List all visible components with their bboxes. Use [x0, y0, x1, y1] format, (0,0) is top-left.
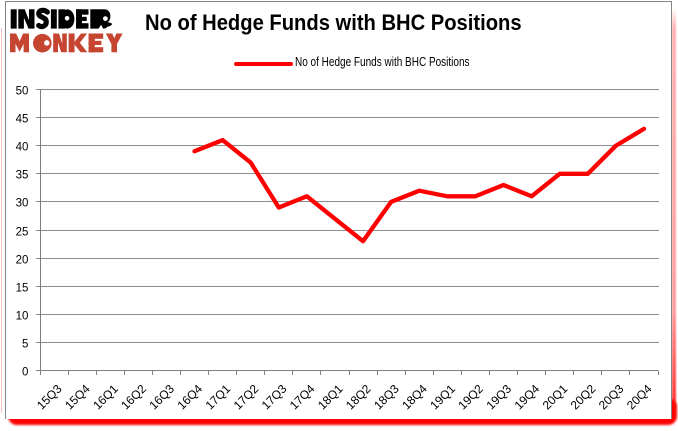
svg-text:18Q2: 18Q2	[343, 381, 374, 412]
svg-text:20Q4: 20Q4	[624, 381, 655, 412]
svg-text:17Q1: 17Q1	[203, 381, 234, 412]
svg-text:18Q1: 18Q1	[315, 381, 346, 412]
svg-text:16Q3: 16Q3	[146, 381, 177, 412]
svg-text:19Q2: 19Q2	[455, 381, 486, 412]
svg-text:20: 20	[16, 255, 29, 267]
svg-text:5: 5	[22, 339, 28, 351]
svg-text:50: 50	[16, 86, 29, 98]
svg-text:20Q1: 20Q1	[540, 381, 571, 412]
svg-text:35: 35	[16, 170, 29, 182]
svg-text:17Q3: 17Q3	[259, 381, 290, 412]
svg-text:16Q1: 16Q1	[90, 381, 121, 412]
svg-text:19Q4: 19Q4	[512, 381, 543, 412]
svg-text:20Q2: 20Q2	[568, 381, 599, 412]
svg-text:10: 10	[16, 311, 29, 323]
svg-text:15: 15	[16, 283, 29, 295]
svg-text:0: 0	[22, 367, 28, 379]
svg-text:20Q3: 20Q3	[596, 381, 627, 412]
svg-text:40: 40	[16, 142, 29, 154]
svg-text:19Q3: 19Q3	[483, 381, 514, 412]
svg-text:19Q1: 19Q1	[427, 381, 458, 412]
svg-text:18Q4: 18Q4	[399, 381, 430, 412]
svg-text:15Q4: 15Q4	[62, 381, 93, 412]
svg-text:16Q2: 16Q2	[118, 381, 149, 412]
svg-text:17Q4: 17Q4	[287, 381, 318, 412]
svg-text:15Q3: 15Q3	[34, 381, 65, 412]
svg-text:25: 25	[16, 227, 29, 239]
svg-text:18Q3: 18Q3	[371, 381, 402, 412]
svg-text:45: 45	[16, 114, 29, 126]
svg-text:17Q2: 17Q2	[231, 381, 262, 412]
svg-text:30: 30	[16, 198, 29, 210]
svg-text:16Q4: 16Q4	[174, 381, 205, 412]
